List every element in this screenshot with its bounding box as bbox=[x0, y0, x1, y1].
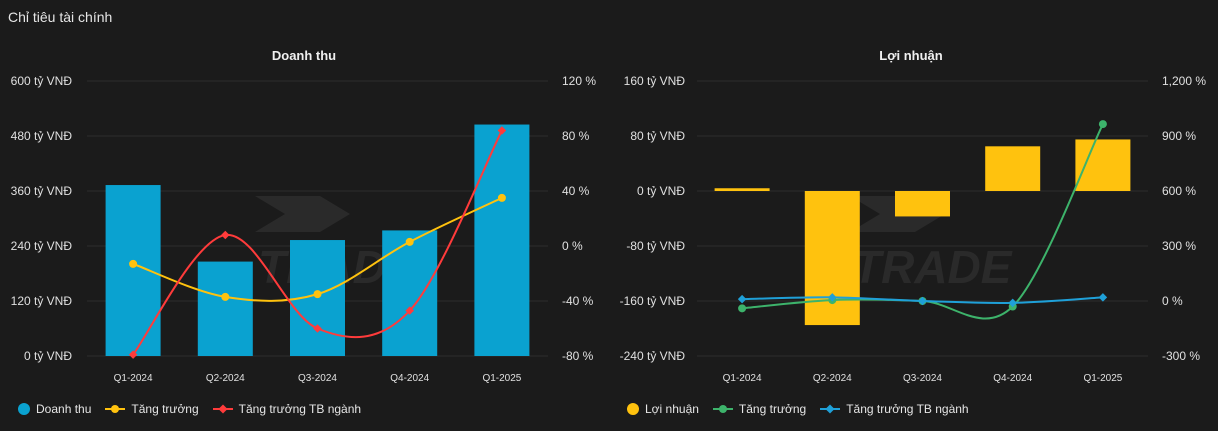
legend-label: Doanh thu bbox=[36, 402, 92, 416]
y-right-tick-label: 600 % bbox=[1162, 184, 1196, 198]
point bbox=[405, 306, 414, 315]
point bbox=[918, 296, 927, 306]
legend-profit: Lợi nhuận Tăng trưởng Tăng trưởng TB ngành bbox=[627, 402, 969, 416]
legend-line-marker bbox=[820, 404, 841, 414]
point bbox=[737, 294, 747, 304]
bar bbox=[382, 230, 438, 356]
y-left-tick-label: -160 tỷ VNĐ bbox=[620, 294, 686, 308]
chart-revenue: Doanh thu 600 tỷ VNĐ 120 % 480 tỷ VNĐ 80 % 36… bbox=[11, 48, 597, 384]
x-tick-label: Q3-2024 bbox=[903, 373, 942, 384]
legend-label: Tăng trưởng bbox=[738, 402, 807, 416]
y-right-tick-label: 1,200 % bbox=[1162, 74, 1206, 88]
y-left-tick-label: 0 tỷ VNĐ bbox=[637, 184, 685, 198]
legend-bar-marker bbox=[18, 403, 30, 415]
bar bbox=[714, 188, 770, 191]
x-tick-label: Q1-2024 bbox=[114, 373, 153, 384]
series-line-growth bbox=[742, 123, 1104, 320]
bar bbox=[1075, 139, 1131, 191]
point bbox=[128, 350, 138, 359]
bar bbox=[197, 261, 253, 356]
x-tick-label: Q4-2024 bbox=[993, 373, 1032, 384]
legend-item[interactable]: Tăng trưởng bbox=[712, 402, 807, 416]
chart-title: Lợi nhuận bbox=[879, 48, 942, 63]
x-tick-label: Q4-2024 bbox=[390, 373, 429, 384]
y-right-tick-label: -300 % bbox=[1162, 349, 1200, 363]
y-left-tick-label: 80 tỷ VNĐ bbox=[630, 129, 685, 143]
y-right-tick-label: -80 % bbox=[562, 349, 594, 363]
point bbox=[1098, 120, 1107, 129]
point bbox=[405, 237, 414, 246]
x-tick-label: Q3-2024 bbox=[298, 373, 337, 384]
legend-label: Lợi nhuận bbox=[645, 402, 699, 416]
bar bbox=[474, 124, 530, 357]
legend-revenue: Doanh thu Tăng trưởng Tăng trưởng TB ngành bbox=[18, 402, 361, 416]
point bbox=[738, 304, 747, 313]
y-left-tick-label: 0 tỷ VNĐ bbox=[24, 349, 72, 363]
x-tick-label: Q2-2024 bbox=[813, 373, 852, 384]
legend-line-marker bbox=[712, 404, 733, 414]
y-left-tick-label: -240 tỷ VNĐ bbox=[620, 349, 686, 363]
point bbox=[221, 230, 230, 240]
bar bbox=[985, 146, 1041, 191]
legend-bar-marker bbox=[627, 403, 639, 415]
point bbox=[313, 290, 322, 299]
x-tick-label: Q2-2024 bbox=[206, 373, 245, 384]
y-right-tick-label: 80 % bbox=[562, 129, 590, 143]
y-left-tick-label: 480 tỷ VNĐ bbox=[11, 129, 73, 143]
point bbox=[221, 292, 230, 301]
svg-text:TRADE: TRADE bbox=[853, 241, 1013, 293]
point bbox=[497, 193, 506, 202]
y-right-tick-label: 900 % bbox=[1162, 129, 1196, 143]
legend-label: Tăng trưởng TB ngành bbox=[846, 402, 969, 416]
y-right-tick-label: 120 % bbox=[562, 74, 596, 88]
y-right-tick-label: 300 % bbox=[1162, 239, 1196, 253]
point bbox=[497, 126, 507, 135]
y-right-tick-label: 40 % bbox=[562, 184, 590, 198]
y-left-tick-label: -80 tỷ VNĐ bbox=[626, 239, 685, 253]
bar bbox=[895, 191, 950, 217]
y-left-tick-label: 600 tỷ VNĐ bbox=[11, 74, 73, 88]
legend-item[interactable]: Tăng trưởng TB ngành bbox=[820, 402, 969, 416]
y-left-tick-label: 160 tỷ VNĐ bbox=[624, 74, 686, 88]
legend-item[interactable]: Lợi nhuận bbox=[627, 402, 699, 416]
legend-item[interactable]: Tăng trưởng bbox=[105, 402, 199, 416]
point bbox=[129, 259, 138, 268]
bar bbox=[105, 185, 161, 356]
y-right-tick-label: 0 % bbox=[562, 239, 583, 253]
point bbox=[313, 324, 322, 333]
y-left-tick-label: 120 tỷ VNĐ bbox=[11, 294, 73, 308]
y-right-tick-label: 0 % bbox=[1162, 294, 1183, 308]
x-tick-label: Q1-2024 bbox=[723, 373, 762, 384]
legend-item[interactable]: Tăng trưởng TB ngành bbox=[212, 402, 362, 416]
x-tick-label: Q1-2025 bbox=[482, 373, 521, 384]
bar bbox=[804, 191, 860, 326]
legend-label: Tăng trưởng bbox=[131, 402, 199, 416]
legend-label: Tăng trưởng TB ngành bbox=[238, 402, 362, 416]
legend-line-marker bbox=[212, 404, 233, 414]
point bbox=[1098, 293, 1108, 302]
page-title: Chỉ tiêu tài chính bbox=[8, 9, 113, 25]
chart-profit: Lợi nhuận 160 tỷ VNĐ 1,200 % 80 tỷ VNĐ 900 %… bbox=[620, 48, 1207, 384]
point bbox=[828, 293, 837, 302]
y-left-tick-label: 240 tỷ VNĐ bbox=[11, 239, 73, 253]
y-left-tick-label: 360 tỷ VNĐ bbox=[11, 184, 73, 198]
y-right-tick-label: -40 % bbox=[562, 294, 594, 308]
point bbox=[1008, 298, 1017, 308]
chart-title: Doanh thu bbox=[272, 48, 336, 63]
legend-item[interactable]: Doanh thu bbox=[18, 402, 91, 416]
legend-line-marker bbox=[105, 404, 126, 414]
x-tick-label: Q1-2025 bbox=[1083, 373, 1122, 384]
